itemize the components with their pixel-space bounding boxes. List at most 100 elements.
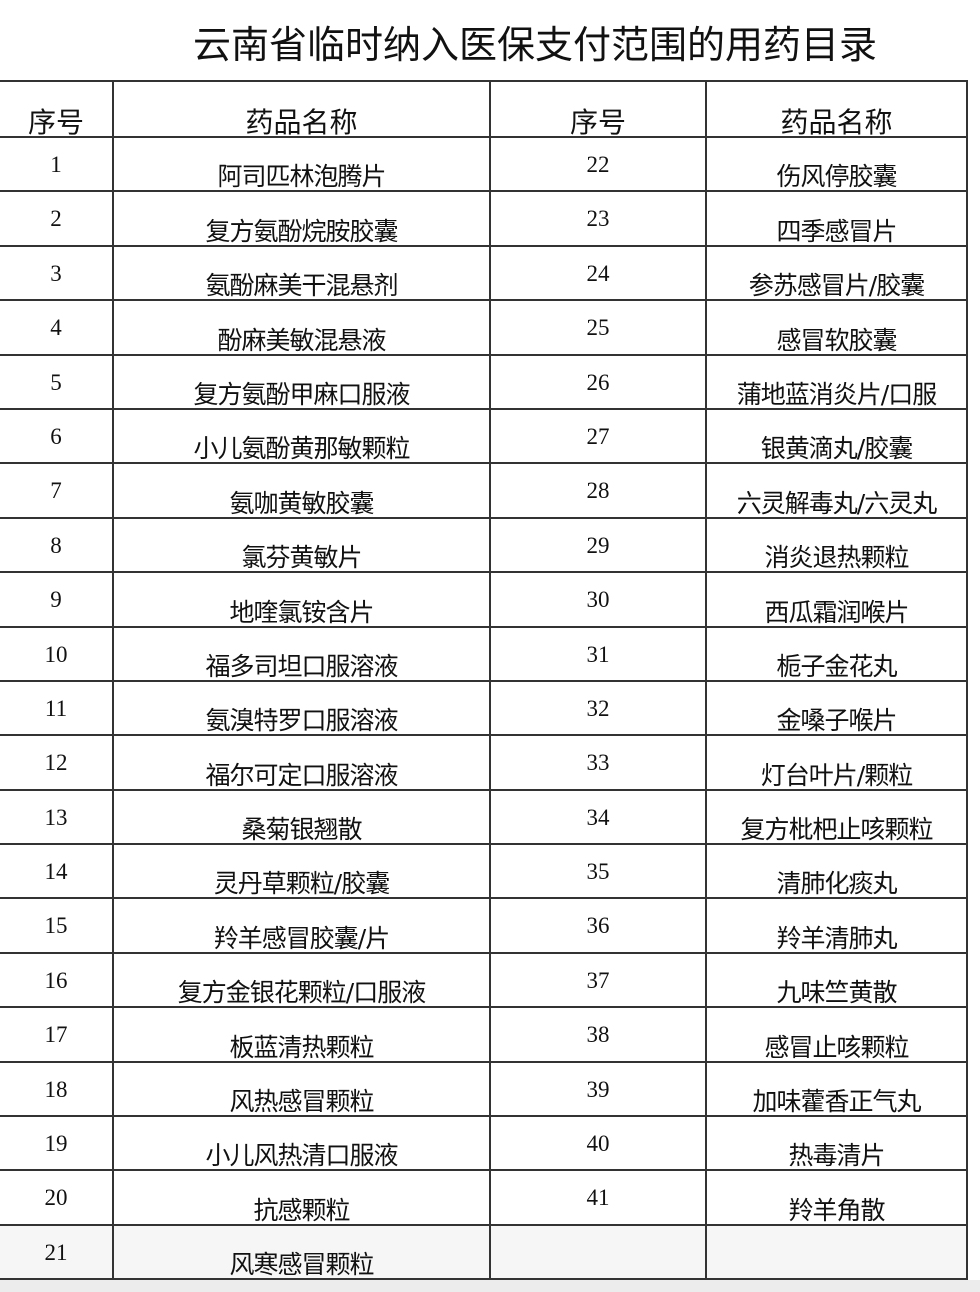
table-row: 19 小儿风热清口服液 40 热毒清片 <box>0 1115 968 1172</box>
serial-number-cell: 35 <box>489 843 707 900</box>
serial-number-cell: 1 <box>0 135 114 193</box>
serial-number-cell: 8 <box>0 516 114 574</box>
serial-number-cell: 34 <box>489 788 707 846</box>
table-row: 2 复方氨酚烷胺胶囊 23 四季感冒片 <box>0 190 968 247</box>
serial-number-cell: 13 <box>0 788 114 846</box>
header-serial-left: 序号 <box>0 80 114 138</box>
table-row: 8 氯芬黄敏片 29 消炎退热颗粒 <box>0 516 968 574</box>
drug-name-cell <box>705 1223 968 1281</box>
table-row: 17 板蓝清热颗粒 38 感冒止咳颗粒 <box>0 1006 968 1063</box>
serial-number-cell: 26 <box>489 353 707 410</box>
drug-name-cell: 氯芬黄敏片 <box>112 516 491 574</box>
table-row: 5 复方氨酚甲麻口服液 26 蒲地蓝消炎片/口服 <box>0 353 968 410</box>
serial-number-cell: 14 <box>0 843 114 900</box>
drug-name-cell: 清肺化痰丸 <box>705 843 968 900</box>
drug-name-cell: 桑菊银翘散 <box>112 788 491 846</box>
drug-name-cell: 羚羊清肺丸 <box>705 897 968 954</box>
drug-name-cell: 感冒止咳颗粒 <box>705 1006 968 1063</box>
serial-number-cell: 16 <box>0 951 114 1009</box>
drug-name-cell: 西瓜霜润喉片 <box>705 571 968 628</box>
serial-number-cell: 36 <box>489 897 707 954</box>
drug-name-cell: 风寒感冒颗粒 <box>112 1223 491 1281</box>
drug-name-cell: 复方氨酚甲麻口服液 <box>112 353 491 410</box>
serial-number-cell: 11 <box>0 679 114 737</box>
table-row: 4 酚麻美敏混悬液 25 感冒软胶囊 <box>0 299 968 356</box>
serial-number-cell: 9 <box>0 571 114 628</box>
serial-number-cell: 19 <box>0 1115 114 1172</box>
serial-number-cell: 32 <box>489 679 707 737</box>
serial-number-cell: 29 <box>489 516 707 574</box>
serial-number-cell: 24 <box>489 244 707 302</box>
drug-name-cell: 风热感冒颗粒 <box>112 1060 491 1118</box>
table-row: 13 桑菊银翘散 34 复方枇杷止咳颗粒 <box>0 788 968 846</box>
drug-name-cell: 抗感颗粒 <box>112 1169 491 1226</box>
serial-number-cell: 25 <box>489 299 707 356</box>
serial-number-cell: 28 <box>489 462 707 519</box>
drug-name-cell: 栀子金花丸 <box>705 625 968 682</box>
table-header-row: 序号 药品名称 序号 药品名称 <box>0 80 968 138</box>
page-title: 云南省临时纳入医保支付范围的用药目录 <box>192 23 877 67</box>
drug-name-cell: 六灵解毒丸/六灵丸 <box>705 462 968 519</box>
drug-name-cell: 加味藿香正气丸 <box>705 1060 968 1118</box>
serial-number-cell: 6 <box>0 407 114 465</box>
serial-number-cell: 4 <box>0 299 114 356</box>
table-row: 7 氨咖黄敏胶囊 28 六灵解毒丸/六灵丸 <box>0 462 968 519</box>
table-row: 9 地喹氯铵含片 30 西瓜霜润喉片 <box>0 571 968 628</box>
drug-name-cell: 九味竺黄散 <box>705 951 968 1009</box>
table-row: 14 灵丹草颗粒/胶囊 35 清肺化痰丸 <box>0 843 968 900</box>
serial-number-cell: 17 <box>0 1006 114 1063</box>
serial-number-cell: 39 <box>489 1060 707 1118</box>
header-drug-name-right: 药品名称 <box>705 80 968 138</box>
header-drug-name-left: 药品名称 <box>112 80 491 138</box>
drug-name-cell: 伤风停胶囊 <box>705 135 968 193</box>
serial-number-cell: 27 <box>489 407 707 465</box>
table-row: 3 氨酚麻美干混悬剂 24 参苏感冒片/胶囊 <box>0 244 968 302</box>
drug-list-table: 序号 药品名称 序号 药品名称 1 阿司匹林泡腾片 22 伤风停胶囊 2 复方氨酚烷胺胶囊… <box>0 80 968 1281</box>
drug-name-cell: 地喹氯铵含片 <box>112 571 491 628</box>
drug-name-cell: 灵丹草颗粒/胶囊 <box>112 843 491 900</box>
serial-number-cell: 20 <box>0 1169 114 1226</box>
serial-number-cell: 12 <box>0 734 114 791</box>
table-row: 16 复方金银花颗粒/口服液 37 九味竺黄散 <box>0 951 968 1009</box>
drug-name-cell: 银黄滴丸/胶囊 <box>705 407 968 465</box>
serial-number-cell: 41 <box>489 1169 707 1226</box>
serial-number-cell: 38 <box>489 1006 707 1063</box>
drug-name-cell: 热毒清片 <box>705 1115 968 1172</box>
serial-number-cell: 10 <box>0 625 114 682</box>
drug-name-cell: 小儿氨酚黄那敏颗粒 <box>112 407 491 465</box>
drug-name-cell: 金嗓子喉片 <box>705 679 968 737</box>
drug-name-cell: 板蓝清热颗粒 <box>112 1006 491 1063</box>
drug-name-cell: 感冒软胶囊 <box>705 299 968 356</box>
table-row: 10 福多司坦口服溶液 31 栀子金花丸 <box>0 625 968 682</box>
serial-number-cell: 15 <box>0 897 114 954</box>
serial-number-cell: 7 <box>0 462 114 519</box>
serial-number-cell: 3 <box>0 244 114 302</box>
drug-name-cell: 羚羊感冒胶囊/片 <box>112 897 491 954</box>
drug-name-cell: 阿司匹林泡腾片 <box>112 135 491 193</box>
header-serial-right: 序号 <box>489 80 707 138</box>
drug-name-cell: 复方金银花颗粒/口服液 <box>112 951 491 1009</box>
table-row: 1 阿司匹林泡腾片 22 伤风停胶囊 <box>0 135 968 193</box>
drug-name-cell: 蒲地蓝消炎片/口服 <box>705 353 968 410</box>
page-bottom-margin <box>0 1280 980 1292</box>
table-row: 6 小儿氨酚黄那敏颗粒 27 银黄滴丸/胶囊 <box>0 407 968 465</box>
serial-number-cell: 2 <box>0 190 114 247</box>
serial-number-cell: 37 <box>489 951 707 1009</box>
serial-number-cell: 22 <box>489 135 707 193</box>
table-row: 21 风寒感冒颗粒 <box>0 1223 968 1281</box>
serial-number-cell: 23 <box>489 190 707 247</box>
drug-name-cell: 酚麻美敏混悬液 <box>112 299 491 356</box>
drug-name-cell: 福多司坦口服溶液 <box>112 625 491 682</box>
drug-name-cell: 小儿风热清口服液 <box>112 1115 491 1172</box>
drug-name-cell: 复方氨酚烷胺胶囊 <box>112 190 491 247</box>
drug-name-cell: 参苏感冒片/胶囊 <box>705 244 968 302</box>
table-row: 15 羚羊感冒胶囊/片 36 羚羊清肺丸 <box>0 897 968 954</box>
serial-number-cell: 18 <box>0 1060 114 1118</box>
serial-number-cell: 30 <box>489 571 707 628</box>
serial-number-cell: 5 <box>0 353 114 410</box>
serial-number-cell: 31 <box>489 625 707 682</box>
drug-name-cell: 四季感冒片 <box>705 190 968 247</box>
table-row: 11 氨溴特罗口服溶液 32 金嗓子喉片 <box>0 679 968 737</box>
drug-name-cell: 消炎退热颗粒 <box>705 516 968 574</box>
drug-name-cell: 氨酚麻美干混悬剂 <box>112 244 491 302</box>
